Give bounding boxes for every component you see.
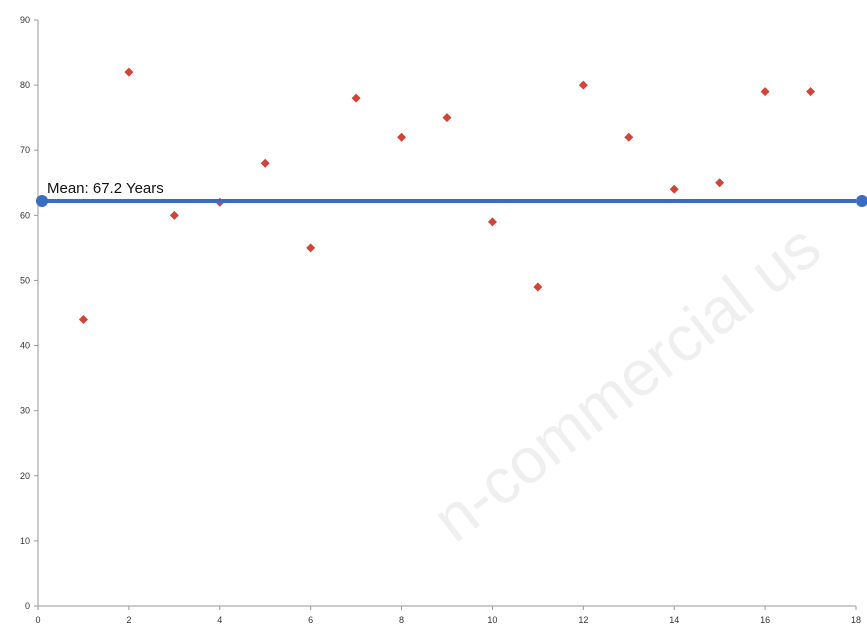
mean-line-start-marker [36, 195, 48, 208]
mean-line-end-marker [856, 195, 867, 208]
y-tick-label: 60 [20, 210, 30, 220]
data-point [715, 178, 725, 188]
y-tick-label: 0 [25, 601, 30, 611]
x-tick-label: 12 [578, 615, 588, 625]
x-tick-label: 4 [217, 615, 222, 625]
data-point [806, 87, 816, 97]
x-tick-label: 18 [851, 615, 861, 625]
data-point [260, 158, 270, 168]
data-point [169, 210, 179, 220]
y-tick-label: 10 [20, 536, 30, 546]
x-axis: 0 2 4 6 8 10 12 14 16 18 [35, 605, 861, 625]
watermark-text: n-commercial us [419, 210, 833, 556]
x-tick-label: 8 [399, 615, 404, 625]
data-point [397, 132, 407, 142]
data-point [306, 243, 316, 253]
x-tick-label: 10 [487, 615, 497, 625]
data-point [78, 315, 88, 325]
x-tick-label: 6 [308, 615, 313, 625]
data-point [760, 87, 770, 97]
y-tick-label: 40 [20, 341, 30, 351]
data-point [124, 67, 134, 77]
data-point [578, 80, 588, 90]
data-point [442, 113, 452, 123]
data-points [78, 67, 816, 325]
y-tick-label: 30 [20, 406, 30, 416]
data-point [487, 217, 497, 227]
data-point [669, 184, 679, 194]
y-tick-label: 70 [20, 145, 30, 155]
y-tick-label: 50 [20, 275, 30, 285]
y-tick-label: 80 [20, 80, 30, 90]
x-tick-label: 0 [35, 615, 40, 625]
x-tick-label: 14 [669, 615, 679, 625]
mean-line-group [36, 195, 867, 208]
x-tick-label: 2 [126, 615, 131, 625]
data-point [533, 282, 543, 292]
y-tick-label: 20 [20, 471, 30, 481]
mean-label: Mean: 67.2 Years [47, 180, 164, 197]
data-point [624, 132, 634, 142]
data-point [351, 93, 361, 103]
y-tick-label: 90 [20, 15, 30, 25]
x-tick-label: 16 [760, 615, 770, 625]
y-axis: 0 10 20 30 40 50 60 70 80 90 [20, 15, 39, 611]
